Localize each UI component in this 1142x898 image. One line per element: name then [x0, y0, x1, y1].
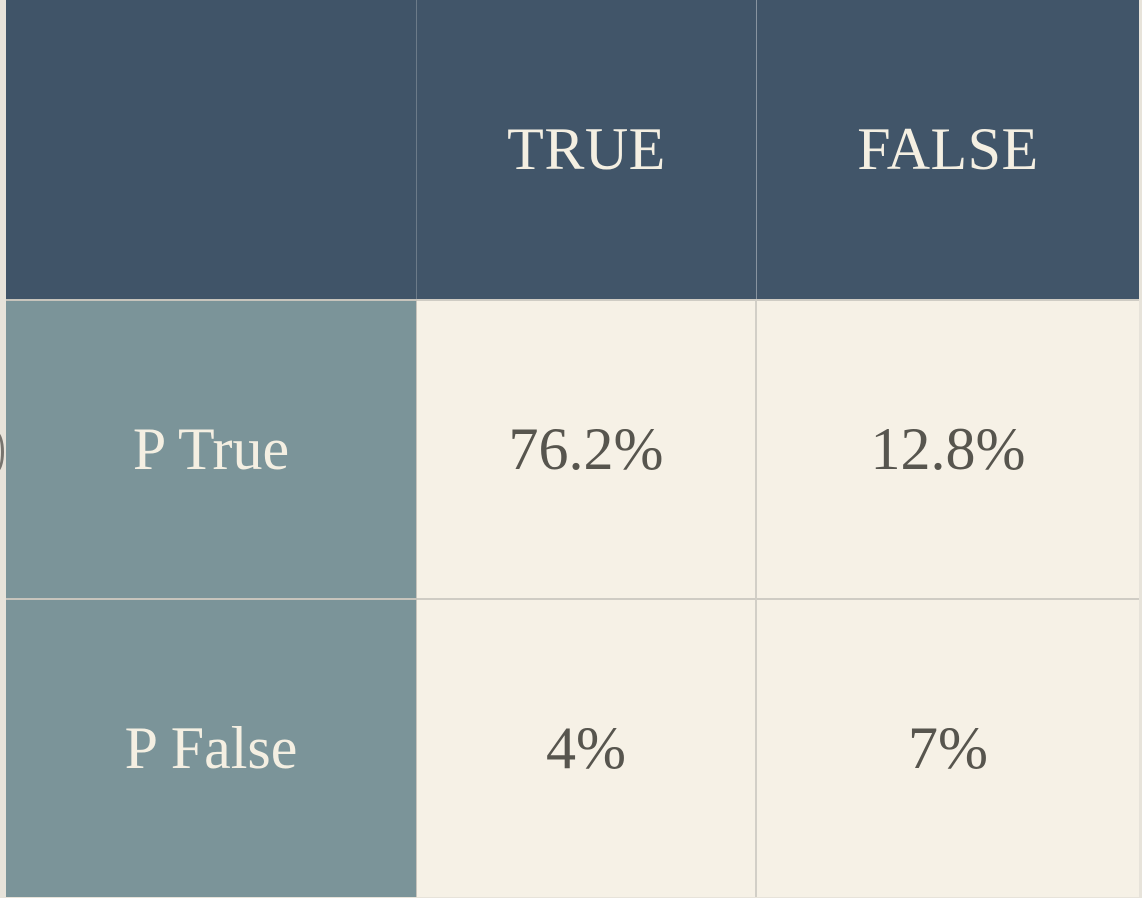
row-header-p-false: P False: [6, 598, 417, 897]
cell-p-false-false: 7%: [757, 598, 1139, 897]
column-header-false: FALSE: [757, 0, 1139, 299]
edge-fragment: [0, 432, 4, 472]
row-header-p-true: P True: [6, 299, 417, 598]
column-header-true: TRUE: [417, 0, 757, 299]
cell-p-true-false: 12.8%: [757, 299, 1139, 598]
cell-p-true-true: 76.2%: [417, 299, 757, 598]
confusion-matrix-table: TRUE FALSE P True 76.2% 12.8% P False 4%…: [6, 0, 1139, 897]
cell-p-false-true: 4%: [417, 598, 757, 897]
corner-cell: [6, 0, 417, 299]
